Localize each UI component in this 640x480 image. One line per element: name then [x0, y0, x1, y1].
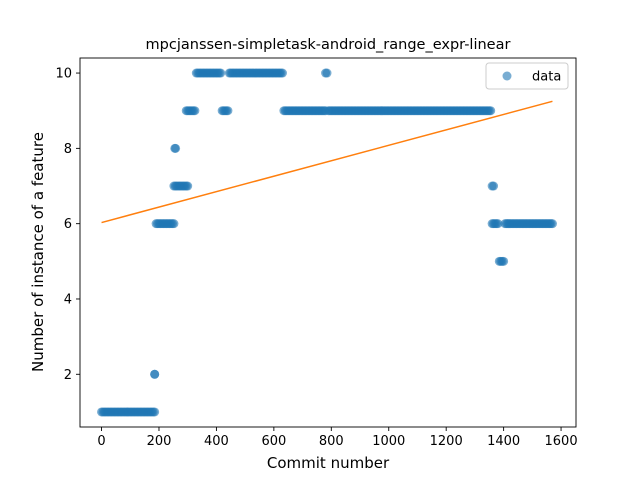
x-tick-label: 600	[261, 434, 286, 449]
x-tick-label: 1000	[372, 434, 405, 449]
x-tick-label: 800	[319, 434, 344, 449]
data-point	[223, 106, 232, 115]
data-point	[150, 370, 159, 379]
y-tick-label: 6	[64, 217, 72, 232]
fit-line	[102, 101, 553, 222]
data-point	[171, 144, 180, 153]
data-point	[150, 407, 159, 416]
data-point	[548, 219, 557, 228]
x-tick-label: 1400	[487, 434, 520, 449]
data-point	[322, 69, 331, 78]
y-tick-label: 4	[64, 292, 72, 307]
y-tick-label: 10	[55, 67, 72, 82]
x-tick-label: 200	[147, 434, 172, 449]
legend-marker-data	[503, 72, 512, 81]
data-point	[499, 257, 508, 266]
data-point	[486, 106, 495, 115]
y-axis-label: Number of instance of a feature	[29, 132, 47, 372]
x-axis-label: Commit number	[267, 454, 390, 472]
data-point	[216, 69, 225, 78]
legend-label-data: data	[532, 70, 561, 85]
data-point	[489, 182, 498, 191]
chart-title: mpcjanssen-simpletask-android_range_expr…	[146, 37, 511, 53]
axes: 0 200 400 600 800 1000 1200 1400 1600 2 4 6 8 10	[55, 58, 577, 449]
data-point	[278, 69, 287, 78]
x-tick-label: 1200	[430, 434, 463, 449]
data-point	[183, 182, 192, 191]
data-point	[169, 219, 178, 228]
y-tick-label: 8	[64, 142, 72, 157]
x-tick-label: 1600	[545, 434, 578, 449]
data-point	[190, 106, 199, 115]
y-tick-label: 2	[64, 368, 72, 383]
plot-marks	[97, 69, 557, 417]
legend: data	[486, 63, 568, 89]
x-tick-label: 0	[97, 434, 105, 449]
x-tick-label: 400	[204, 434, 229, 449]
